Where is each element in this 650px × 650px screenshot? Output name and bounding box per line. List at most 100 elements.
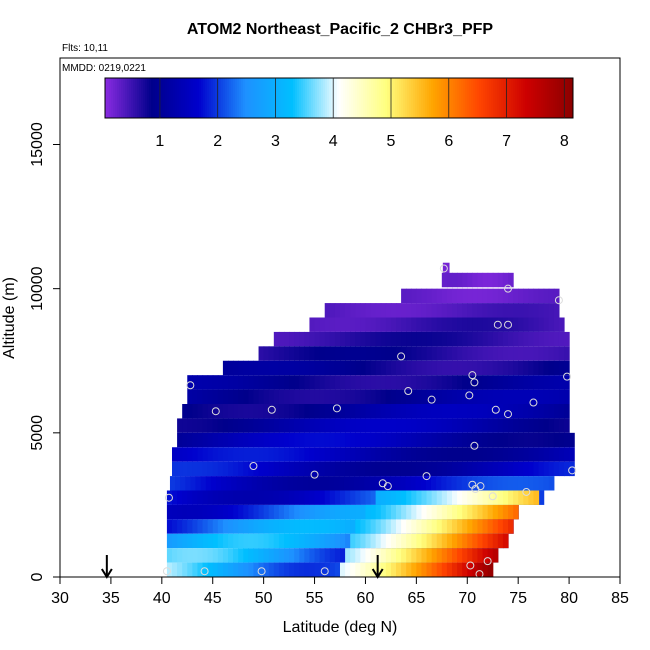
heat-cell [309,447,316,462]
heat-cell [436,418,443,433]
heat-cell [228,490,234,505]
colorbar-swatch [509,78,512,118]
heat-cell [228,519,234,534]
heat-cell [457,317,463,332]
heat-cell [538,360,545,376]
heat-cell [350,389,356,404]
heat-cell [287,476,294,491]
heat-cell [299,504,305,520]
heat-cell [233,548,239,563]
heat-cell [564,346,570,361]
heat-cell [461,476,468,491]
colorbar-swatch [559,78,562,118]
colorbar-swatch [427,78,430,118]
heat-cell [334,375,341,390]
colorbar-swatch [569,78,572,118]
hotspot-cell [355,548,361,563]
colorbar-swatch [395,78,398,118]
colorbar-swatch [143,78,146,118]
heat-cell [426,317,433,332]
heat-cell [518,404,524,419]
heat-cell [233,360,239,376]
heat-cell [324,375,331,390]
heat-cell [533,331,540,347]
heat-cell [543,331,550,347]
heat-cell [233,490,239,505]
heat-cell [492,375,499,390]
hotspot-cell [426,548,433,563]
heat-cell [564,461,570,477]
heat-cell [360,346,367,361]
heat-cell [350,418,356,433]
heat-cell [304,331,311,347]
colorbar-swatch [125,78,128,118]
heat-cell [248,533,255,549]
hotspot-cell [385,490,392,505]
heat-cell [258,375,265,390]
hotspot-cell [365,533,372,549]
heat-cell [278,418,285,433]
heat-cell [502,272,509,288]
heat-cell [538,303,545,318]
hotspot-cell [441,519,448,534]
heat-cell [222,504,229,520]
colorbar-swatch [437,78,440,118]
heat-cell [345,389,351,404]
heat-cell [477,346,484,361]
heat-cell [487,375,494,390]
hotspot-cell [523,490,529,505]
heat-cell [294,519,300,534]
heat-cell [202,490,209,505]
heat-cell [441,476,447,491]
colorbar-swatch [445,78,448,118]
colorbar-swatch [335,78,338,118]
y-tick-label: 10000 [29,266,46,311]
heat-cell [303,476,309,491]
heat-cell [487,331,494,347]
colorbar-swatch [533,78,536,118]
heat-cell [238,490,244,505]
colorbar-swatch [257,78,260,118]
hotspot-cell [396,504,402,520]
heat-cell [416,331,423,347]
heat-cell [258,447,265,462]
heat-cell [202,389,209,404]
heat-cell [338,476,345,491]
heat-cell [243,432,249,448]
heat-cell [314,533,321,549]
heat-cell [384,476,391,491]
heat-cell [446,272,453,288]
heat-cell [258,346,265,361]
heat-cell [268,432,275,448]
sample-point [257,567,266,576]
heat-cell [314,461,321,477]
heat-cell [309,490,316,505]
sample-point [522,487,531,496]
hotspot-cell [431,490,438,505]
heat-cell [334,418,341,433]
heat-cell [202,461,209,477]
heat-cell [309,389,316,404]
heat-cell [334,461,341,477]
heat-cell [472,331,479,347]
heat-cell [395,476,401,491]
mmdd-annotation: MMDD: 0219,0221 [62,63,146,74]
colorbar-swatch [369,78,372,118]
heat-cell [548,346,555,361]
heat-cell [345,331,351,347]
heat-cell [477,375,484,390]
heat-cell [538,375,545,390]
heat-cell [292,476,299,491]
colorbar-swatch [225,78,228,118]
heat-cell [294,389,300,404]
heat-cell [543,476,550,491]
heat-cell [558,461,565,477]
heat-cell [441,331,448,347]
hotspot-cell [421,519,428,534]
heat-cell [401,418,407,433]
heat-cell [487,389,494,404]
hotspot-cell [462,519,468,534]
heat-cell [446,375,453,390]
heat-cell [228,504,234,520]
heat-cell [350,331,356,347]
